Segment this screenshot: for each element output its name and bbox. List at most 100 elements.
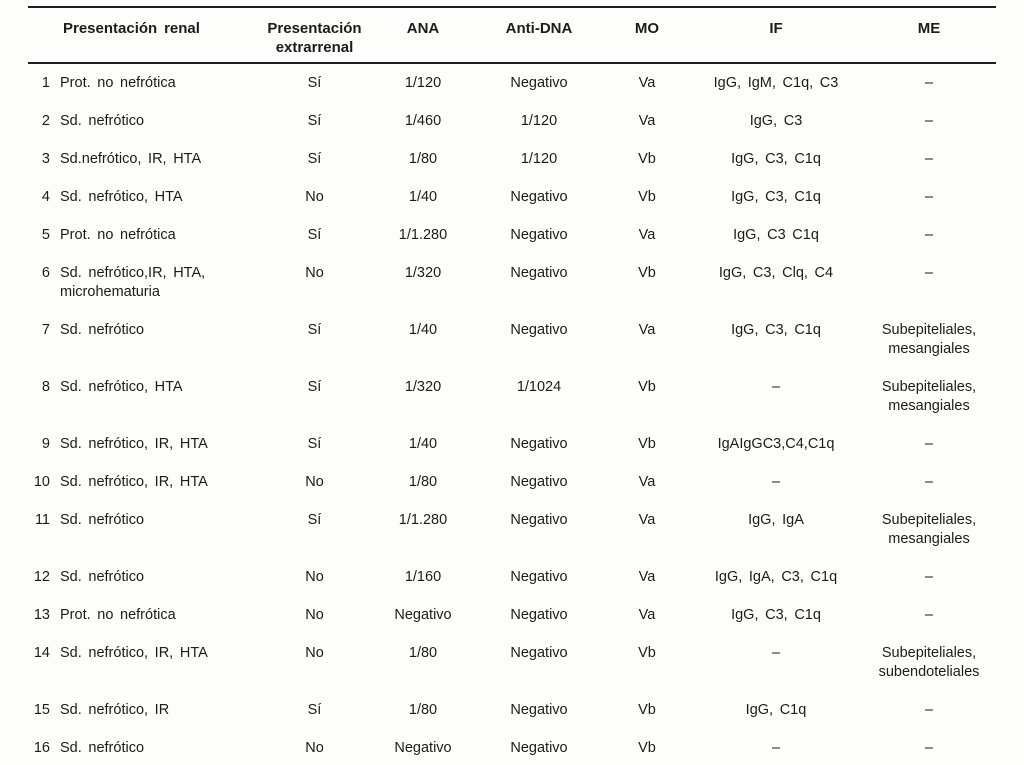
cell-num: 11 <box>34 512 50 528</box>
cell-antidna: Negativo <box>510 474 568 490</box>
cell-if: IgG, C3 C1q <box>733 227 819 243</box>
cell-extrarenal: No <box>305 569 324 585</box>
column-header-me: ME <box>862 7 996 64</box>
cell-renal: Sd.nefrótico, IR, HTA <box>60 151 202 167</box>
cell-ana: 1/80 <box>408 645 438 661</box>
table-row: 3 Sd.nefrótico, IR, HTA Sí 1/80 1/120 Vb IgG, … <box>28 140 996 178</box>
table-row: 16 Sd. nefrótico No Negativo Negativo Vb – – <box>28 729 996 765</box>
cell-ana: 1/80 <box>408 702 438 718</box>
cell-ana: 1/1.280 <box>398 512 448 528</box>
cell-me: – <box>924 740 934 756</box>
cell-extrarenal: Sí <box>307 151 322 167</box>
cell-extrarenal: No <box>305 607 324 623</box>
cell-antidna: 1/120 <box>520 113 558 129</box>
cell-mo: Va <box>638 474 656 490</box>
cell-me: – <box>924 569 934 585</box>
table-body: 1 Prot. no nefrótica Sí 1/120 Negativo Va IgG,… <box>28 63 996 765</box>
cell-extrarenal: Sí <box>307 227 322 243</box>
cell-antidna: Negativo <box>510 436 568 452</box>
cell-ana: 1/40 <box>408 322 438 338</box>
cell-mo: Vb <box>638 740 656 756</box>
cell-num: 7 <box>41 322 50 338</box>
cell-antidna: Negativo <box>510 569 568 585</box>
cell-renal: Sd. nefrótico <box>60 569 145 585</box>
cell-ana: Negativo <box>394 607 452 623</box>
cell-if: IgG, C3, C1q <box>731 189 821 205</box>
cell-antidna: Negativo <box>510 740 568 756</box>
cell-if: IgG, IgM, C1q, C3 <box>713 75 839 91</box>
cell-me: Subepiteliales, mesangiales <box>881 379 977 414</box>
cell-ana: 1/320 <box>404 379 442 395</box>
cell-extrarenal: No <box>305 740 324 756</box>
cell-me: – <box>924 436 934 452</box>
cell-renal: Sd. nefrótico,IR, HTA, microhematuria <box>60 265 206 300</box>
cell-renal: Sd. nefrótico, IR, HTA <box>60 474 208 490</box>
cell-ana: Negativo <box>394 740 452 756</box>
cell-mo: Va <box>638 113 656 129</box>
table-row: 2 Sd. nefrótico Sí 1/460 1/120 Va IgG, C3 – <box>28 102 996 140</box>
cell-if: IgG, C3, C1q <box>731 607 821 623</box>
cell-ana: 1/120 <box>404 75 442 91</box>
cell-renal: Prot. no nefrótica <box>60 607 176 623</box>
cell-renal: Prot. no nefrótica <box>60 75 176 91</box>
cell-mo: Vb <box>638 645 656 661</box>
table-row: 12 Sd. nefrótico No 1/160 Negativo Va IgG, IgA… <box>28 558 996 596</box>
table-row: 5 Prot. no nefrótica Sí 1/1.280 Negativo Va Ig… <box>28 216 996 254</box>
cell-me: – <box>924 474 934 490</box>
column-header-anti-dna: Anti-DNA <box>474 7 604 64</box>
cell-extrarenal: Sí <box>307 113 322 129</box>
cell-extrarenal: No <box>305 645 324 661</box>
table-row: 4 Sd. nefrótico, HTA No 1/40 Negativo Vb IgG, … <box>28 178 996 216</box>
column-header-if: IF <box>690 7 862 64</box>
cell-ana: 1/460 <box>404 113 442 129</box>
cell-me: Subepiteliales, mesangiales <box>881 322 977 357</box>
cell-extrarenal: Sí <box>307 702 322 718</box>
cell-ana: 1/320 <box>404 265 442 281</box>
cell-ana: 1/160 <box>404 569 442 585</box>
cell-num: 3 <box>41 151 50 167</box>
cell-antidna: Negativo <box>510 645 568 661</box>
table-row: 8 Sd. nefrótico, HTA Sí 1/320 1/1024 Vb – Subep… <box>28 368 996 425</box>
cell-num: 4 <box>41 189 50 205</box>
cell-extrarenal: Sí <box>307 512 322 528</box>
column-header-num <box>28 7 54 64</box>
cell-num: 5 <box>41 227 50 243</box>
cell-me: – <box>924 151 934 167</box>
table-row: 14 Sd. nefrótico, IR, HTA No 1/80 Negativo Vb… <box>28 634 996 691</box>
cell-num: 16 <box>33 740 50 756</box>
cell-renal: Sd. nefrótico <box>60 113 145 129</box>
cell-ana: 1/40 <box>408 189 438 205</box>
column-header-presentacion-renal: Presentación renal <box>54 7 257 64</box>
cell-if: – <box>771 740 781 756</box>
cell-num: 10 <box>33 474 50 490</box>
column-header-mo: MO <box>604 7 690 64</box>
cell-me: Subepiteliales, mesangiales <box>881 512 977 547</box>
cell-renal: Sd. nefrótico <box>60 322 145 338</box>
cell-mo: Va <box>638 75 656 91</box>
cell-ana: 1/1.280 <box>398 227 448 243</box>
cell-extrarenal: Sí <box>307 322 322 338</box>
cell-extrarenal: Sí <box>307 436 322 452</box>
column-header-presentacion-extrarrenal: Presentación extrarrenal <box>257 7 372 64</box>
cell-num: 13 <box>33 607 50 623</box>
cell-extrarenal: Sí <box>307 379 322 395</box>
cell-antidna: 1/1024 <box>516 379 562 395</box>
cell-extrarenal: No <box>305 474 324 490</box>
cell-me: – <box>924 607 934 623</box>
cell-me: – <box>924 189 934 205</box>
cell-if: IgG, IgA, C3, C1q <box>714 569 838 585</box>
cell-me: – <box>924 265 934 281</box>
cell-antidna: Negativo <box>510 512 568 528</box>
cell-if: – <box>771 474 781 490</box>
cell-renal: Sd. nefrótico, IR, HTA <box>60 645 208 661</box>
cell-ana: 1/80 <box>408 474 438 490</box>
cell-mo: Va <box>638 569 656 585</box>
cell-renal: Sd. nefrótico, IR <box>60 702 170 718</box>
cell-if: IgG, C3, Clq, C4 <box>718 265 834 281</box>
table-row: 13 Prot. no nefrótica No Negativo Negativo Va… <box>28 596 996 634</box>
header-row: Presentación renal Presentación extrarre… <box>28 7 996 64</box>
cell-mo: Vb <box>638 189 656 205</box>
cell-mo: Va <box>638 607 656 623</box>
cell-num: 15 <box>33 702 50 718</box>
